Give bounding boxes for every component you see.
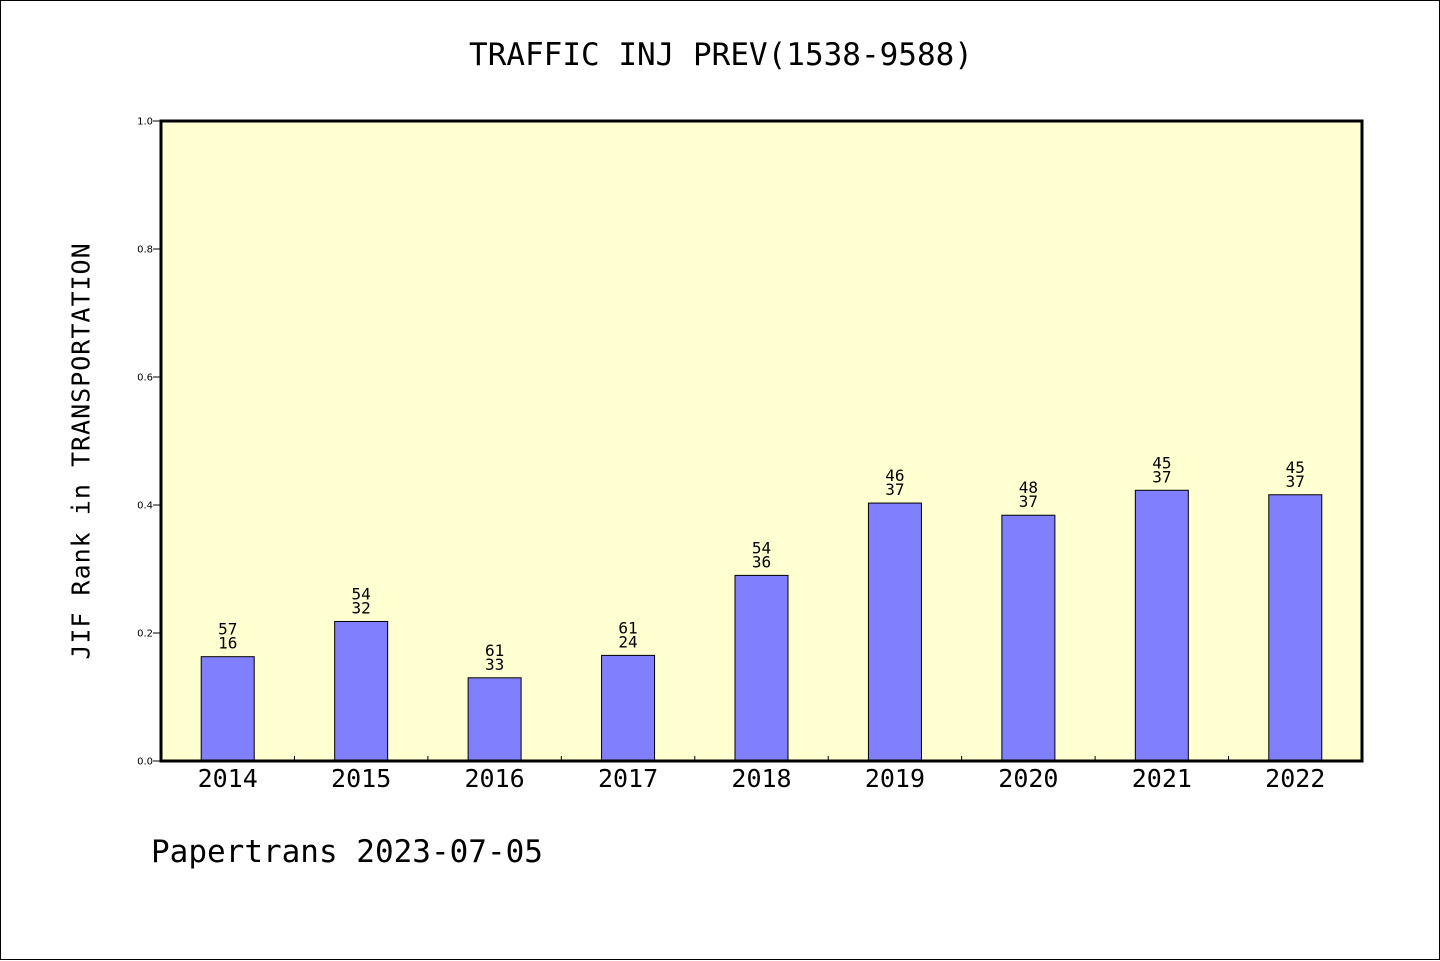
plot-border xyxy=(159,119,1364,763)
bar-label-top: 61 xyxy=(485,641,504,660)
bar-label-top: 54 xyxy=(752,538,771,557)
x-tick-label: 2022 xyxy=(1265,764,1325,793)
bar-label-top: 61 xyxy=(618,618,637,637)
bar-label-bottom: 33 xyxy=(485,655,504,674)
bar xyxy=(200,656,255,762)
bar-label-bottom: 37 xyxy=(1286,472,1305,491)
bar xyxy=(734,574,789,762)
bar xyxy=(467,677,522,762)
bar-label-bottom: 32 xyxy=(352,598,371,617)
x-tick-label: 2015 xyxy=(331,764,391,793)
bar xyxy=(1001,514,1056,762)
bar xyxy=(1134,489,1189,762)
bar-label-bottom: 24 xyxy=(618,632,637,651)
bar xyxy=(601,654,656,762)
y-tick-label: 0.8 xyxy=(137,245,153,256)
chart-title: TRAFFIC INJ PREV(1538-9588) xyxy=(469,37,973,73)
x-tick-label: 2017 xyxy=(598,764,658,793)
bar-label-top: 46 xyxy=(885,466,904,485)
bar-label-bottom: 16 xyxy=(218,634,237,653)
x-tick-label: 2014 xyxy=(198,764,258,793)
x-tick-label: 2020 xyxy=(998,764,1058,793)
bar-label-top: 57 xyxy=(218,620,237,639)
x-tick-label: 2018 xyxy=(731,764,791,793)
bar xyxy=(334,620,389,762)
y-tick-label: 0.0 xyxy=(137,757,153,768)
bar-label-bottom: 37 xyxy=(885,480,904,499)
bar-label-top: 54 xyxy=(352,584,371,603)
y-tick-label: 0.6 xyxy=(137,373,153,384)
bar-label-bottom: 36 xyxy=(752,552,771,571)
y-tick-label: 1.0 xyxy=(137,117,153,128)
y-tick-label: 0.4 xyxy=(137,501,153,512)
bar-label-top: 45 xyxy=(1152,453,1171,472)
bar xyxy=(1268,494,1323,762)
bar-label-top: 45 xyxy=(1286,458,1305,477)
bar xyxy=(867,502,922,762)
x-tick-label: 2016 xyxy=(465,764,525,793)
x-tick-label: 2019 xyxy=(865,764,925,793)
bar-label-bottom: 37 xyxy=(1152,467,1171,486)
footer-text: Papertrans 2023-07-05 xyxy=(151,834,543,870)
bar-label-bottom: 37 xyxy=(1019,492,1038,511)
bar-label-top: 48 xyxy=(1019,478,1038,497)
x-tick-label: 2021 xyxy=(1132,764,1192,793)
y-tick-label: 0.2 xyxy=(137,629,153,640)
